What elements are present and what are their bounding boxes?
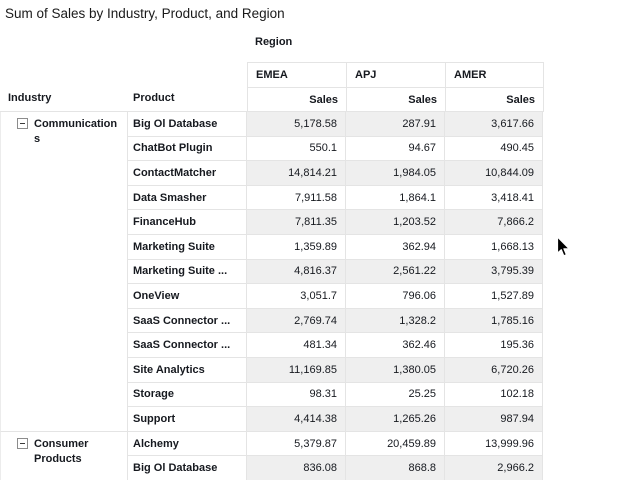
region-column-header[interactable]: EMEA bbox=[248, 63, 347, 88]
value-cell[interactable]: 1,328.2 bbox=[346, 308, 445, 334]
industry-label: Communications bbox=[34, 118, 118, 145]
value-cell[interactable]: 6,720.26 bbox=[445, 357, 543, 383]
value-cell[interactable]: 195.36 bbox=[445, 333, 543, 358]
value-cell[interactable]: 3,617.66 bbox=[445, 112, 543, 137]
value-cell[interactable]: 3,051.7 bbox=[247, 284, 346, 309]
value-cell[interactable]: 1,864.1 bbox=[346, 185, 445, 211]
value-cell[interactable]: 1,527.89 bbox=[445, 284, 543, 309]
value-cell[interactable]: 1,265.26 bbox=[346, 407, 445, 432]
value-cell[interactable]: 25.25 bbox=[346, 382, 445, 408]
value-cell[interactable]: 362.94 bbox=[346, 234, 445, 260]
value-cell[interactable]: 481.34 bbox=[247, 333, 346, 358]
value-cell[interactable]: 2,561.22 bbox=[346, 259, 445, 285]
product-cell[interactable]: Data Smasher bbox=[128, 185, 247, 211]
value-cell[interactable]: 7,811.35 bbox=[247, 210, 346, 235]
column-headers: EMEA APJ AMER Sales Sales Sales bbox=[247, 62, 544, 112]
product-cell[interactable]: ChatBot Plugin bbox=[128, 136, 247, 162]
row-field-industry[interactable]: Industry bbox=[8, 92, 52, 104]
value-cell[interactable]: 1,359.89 bbox=[247, 234, 346, 260]
value-cell[interactable]: 1,984.05 bbox=[346, 161, 445, 186]
row-field-product[interactable]: Product bbox=[133, 92, 175, 104]
industry-label: Consumer Products bbox=[34, 437, 89, 465]
product-cell[interactable]: FinanceHub bbox=[128, 210, 247, 235]
value-cell[interactable]: 5,178.58 bbox=[247, 112, 346, 137]
value-cell[interactable]: 11,169.85 bbox=[247, 357, 346, 383]
mouse-cursor bbox=[556, 236, 570, 257]
value-cell[interactable]: 94.67 bbox=[346, 136, 445, 162]
value-cell[interactable]: 1,203.52 bbox=[346, 210, 445, 235]
product-cell[interactable]: SaaS Connector ... bbox=[128, 333, 247, 358]
product-cell[interactable]: OneView bbox=[128, 284, 247, 309]
visual-title: Sum of Sales by Industry, Product, and R… bbox=[5, 6, 285, 21]
value-cell[interactable]: 1,785.16 bbox=[445, 308, 543, 334]
value-cell[interactable]: 362.46 bbox=[346, 333, 445, 358]
product-cell[interactable]: Site Analytics bbox=[128, 357, 247, 383]
collapse-minus-icon[interactable] bbox=[17, 118, 28, 129]
value-cell[interactable]: 490.45 bbox=[445, 136, 543, 162]
value-cell[interactable]: 3,795.39 bbox=[445, 259, 543, 285]
product-cell[interactable]: Alchemy bbox=[128, 431, 247, 457]
product-cell[interactable]: ContactMatcher bbox=[128, 161, 247, 186]
product-cell[interactable]: Marketing Suite ... bbox=[128, 259, 247, 285]
value-cell[interactable]: 10,844.09 bbox=[445, 161, 543, 186]
value-cell[interactable]: 1,668.13 bbox=[445, 234, 543, 260]
pivot-body: Communications Big Ol Database 5,178.58 287… bbox=[0, 111, 543, 480]
value-cell[interactable]: 4,816.37 bbox=[247, 259, 346, 285]
collapse-minus-icon[interactable] bbox=[17, 437, 28, 449]
industry-cell[interactable]: Consumer Products bbox=[0, 431, 128, 480]
value-cell[interactable]: 13,999.96 bbox=[445, 431, 543, 457]
region-column-header[interactable]: APJ bbox=[347, 63, 446, 88]
value-cell[interactable]: 868.8 bbox=[346, 456, 445, 480]
sales-subheader[interactable]: Sales bbox=[248, 88, 347, 112]
value-cell[interactable]: 836.08 bbox=[247, 456, 346, 480]
value-cell[interactable]: 2,966.2 bbox=[445, 456, 543, 480]
value-cell[interactable]: 987.94 bbox=[445, 407, 543, 432]
value-cell[interactable]: 2,769.74 bbox=[247, 308, 346, 334]
value-cell[interactable]: 796.06 bbox=[346, 284, 445, 309]
sales-subheader[interactable]: Sales bbox=[347, 88, 446, 112]
product-cell[interactable]: Marketing Suite bbox=[128, 234, 247, 260]
columns-field-label: Region bbox=[255, 36, 293, 48]
value-cell[interactable]: 102.18 bbox=[445, 382, 543, 408]
value-cell[interactable]: 1,380.05 bbox=[346, 357, 445, 383]
value-cell[interactable]: 14,814.21 bbox=[247, 161, 346, 186]
region-column-header[interactable]: AMER bbox=[446, 63, 544, 88]
row-field-labels: Industry Product bbox=[0, 87, 247, 111]
value-cell[interactable]: 7,866.2 bbox=[445, 210, 543, 235]
value-cell[interactable]: 7,911.58 bbox=[247, 185, 346, 211]
value-cell[interactable]: 3,418.41 bbox=[445, 185, 543, 211]
product-cell[interactable]: Big Ol Database bbox=[128, 112, 247, 137]
product-cell[interactable]: Support bbox=[128, 407, 247, 432]
product-cell[interactable]: SaaS Connector ... bbox=[128, 308, 247, 334]
value-cell[interactable]: 20,459.89 bbox=[346, 431, 445, 457]
industry-cell[interactable]: Communications bbox=[0, 112, 128, 432]
value-cell[interactable]: 5,379.87 bbox=[247, 431, 346, 457]
value-cell[interactable]: 550.1 bbox=[247, 136, 346, 162]
value-cell[interactable]: 287.91 bbox=[346, 112, 445, 137]
value-cell[interactable]: 98.31 bbox=[247, 382, 346, 408]
product-cell[interactable]: Storage bbox=[128, 382, 247, 408]
value-cell[interactable]: 4,414.38 bbox=[247, 407, 346, 432]
sales-subheader[interactable]: Sales bbox=[446, 88, 544, 112]
product-cell[interactable]: Big Ol Database bbox=[128, 456, 247, 480]
